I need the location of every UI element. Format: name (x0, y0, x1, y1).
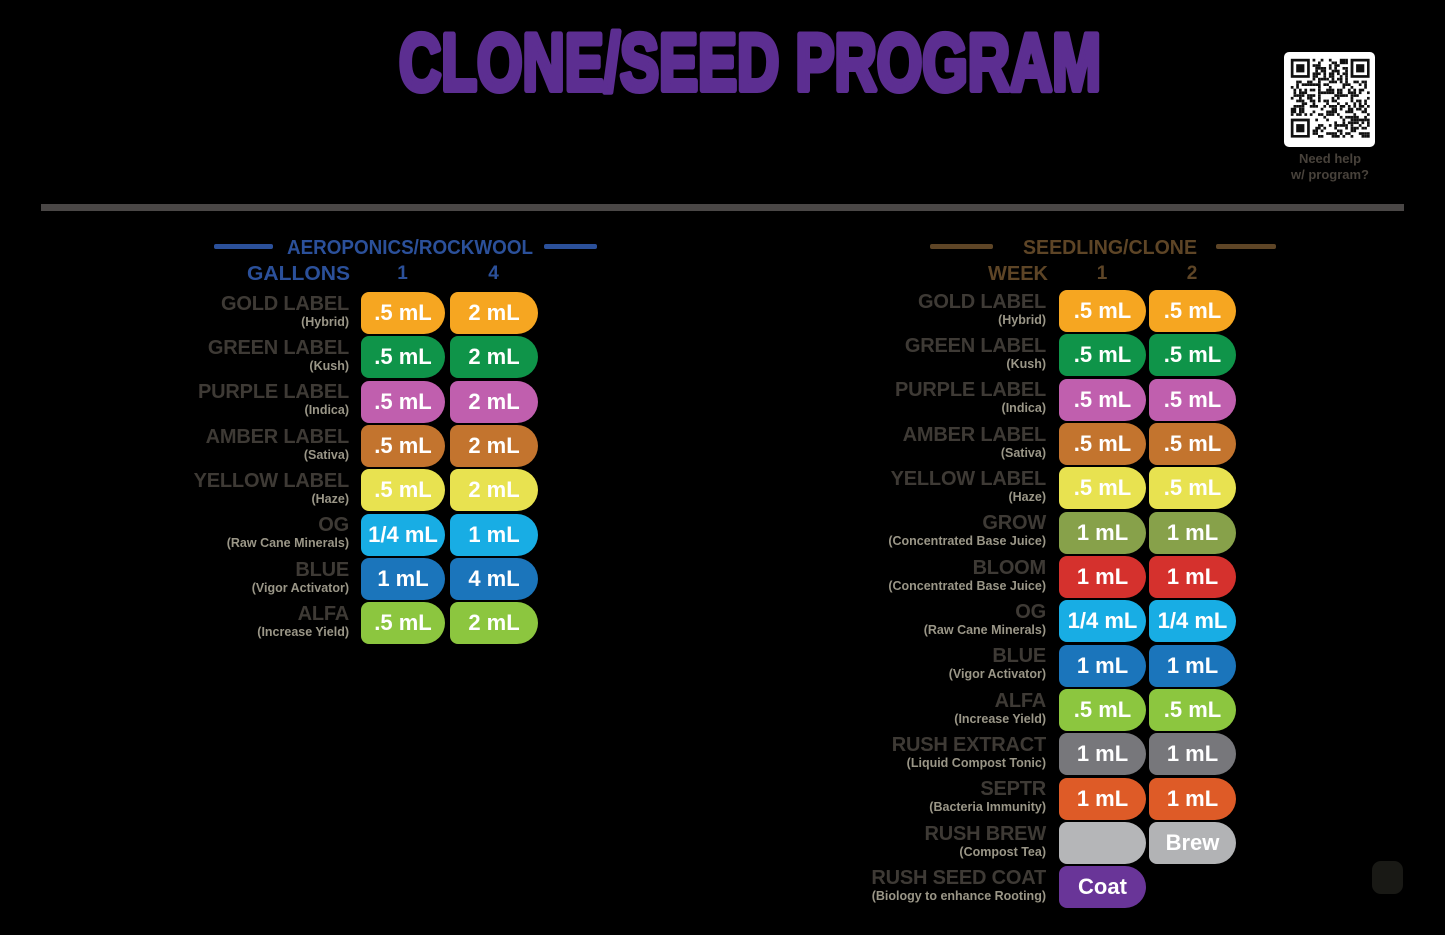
svg-text:SEEDLING/CLONE: SEEDLING/CLONE (1023, 237, 1197, 259)
svg-text:CLONE/SEED PROGRAM: CLONE/SEED PROGRAM (399, 18, 1101, 102)
svg-text:GALLONS: GALLONS (247, 263, 350, 285)
svg-text:AEROPONICS/ROCKWOOL: AEROPONICS/ROCKWOOL (287, 237, 533, 259)
svg-text:WEEK: WEEK (988, 263, 1049, 285)
